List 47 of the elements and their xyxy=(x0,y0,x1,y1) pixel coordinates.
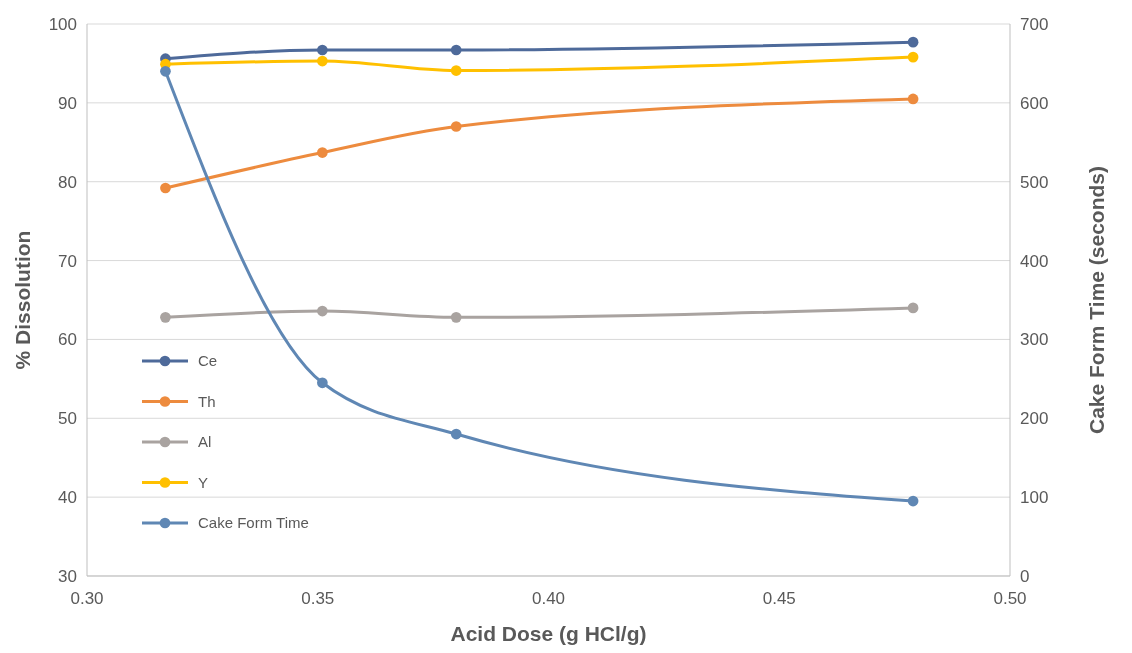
point xyxy=(450,312,462,323)
point xyxy=(907,51,919,63)
y-tick-label: 80 xyxy=(58,172,77,192)
x-axis-title: Acid Dose (g HCl/g) xyxy=(450,622,647,645)
point xyxy=(160,65,171,77)
y-tick-label: 50 xyxy=(58,409,77,429)
point xyxy=(317,44,328,56)
legend-label: Ce xyxy=(198,352,218,369)
point xyxy=(317,147,328,158)
point xyxy=(450,428,462,440)
y-tick-label: 40 xyxy=(58,488,77,508)
y2-tick-label: 400 xyxy=(1020,251,1049,271)
point xyxy=(907,302,919,314)
x-tick-label: 0.50 xyxy=(993,589,1027,608)
y2-tick-label: 100 xyxy=(1020,488,1049,508)
y2-tick-label: 700 xyxy=(1020,15,1049,34)
point xyxy=(160,182,171,194)
point xyxy=(907,93,919,105)
point xyxy=(907,36,919,48)
point xyxy=(450,121,462,132)
point xyxy=(450,44,462,56)
legend-label: Cake Form Time xyxy=(198,514,309,531)
point xyxy=(450,65,462,76)
y2-axis-title: Cake Form Time (seconds) xyxy=(1085,165,1108,435)
x-tick-label: 0.40 xyxy=(531,589,566,608)
point xyxy=(160,312,171,323)
y-axis-title: % Dissolution xyxy=(11,230,34,370)
y2-tick-label: 0 xyxy=(1020,567,1030,586)
y-tick-label: 70 xyxy=(58,251,77,271)
y2-tick-label: 200 xyxy=(1020,409,1049,429)
y2-tick-label: 600 xyxy=(1020,93,1049,113)
point xyxy=(317,305,328,317)
x-tick-label: 0.30 xyxy=(70,589,104,608)
y-tick-label: 30 xyxy=(58,567,77,586)
y-tick-label: 60 xyxy=(58,330,77,350)
y2-tick-label: 500 xyxy=(1020,172,1049,192)
point xyxy=(907,495,919,507)
legend-label: Th xyxy=(198,392,216,410)
point xyxy=(317,55,328,67)
y-tick-label: 90 xyxy=(58,93,77,113)
legend-label: Al xyxy=(198,433,212,450)
legend-label: Y xyxy=(198,473,209,491)
y-tick-label: 100 xyxy=(48,15,77,34)
x-tick-label: 0.35 xyxy=(301,589,335,608)
point xyxy=(317,377,328,389)
y2-tick-label: 300 xyxy=(1020,330,1049,350)
x-tick-label: 0.45 xyxy=(762,589,796,608)
